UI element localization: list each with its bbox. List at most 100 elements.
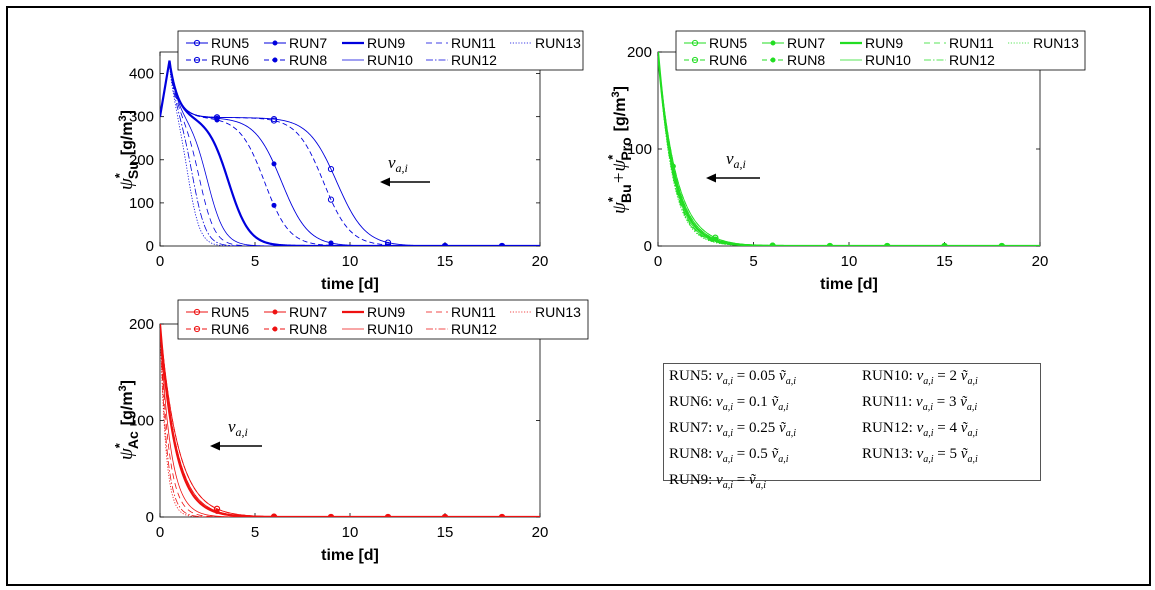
legend-label-run9: RUN9 bbox=[865, 35, 903, 51]
legend-box bbox=[177, 299, 589, 340]
marker-run8 bbox=[214, 117, 220, 123]
param-right: RUN10: va,i = 2 ṽa,i bbox=[862, 368, 978, 387]
x-tick-label: 20 bbox=[532, 253, 549, 270]
legend-label-run10: RUN10 bbox=[367, 321, 413, 337]
param-left: RUN9: va,i = ṽa,i bbox=[669, 472, 766, 491]
series-line-run11 bbox=[658, 52, 1040, 246]
curves bbox=[160, 60, 540, 246]
series-line-run6 bbox=[160, 60, 540, 246]
series-line-run6 bbox=[160, 324, 540, 517]
x-tick-label: 20 bbox=[1032, 253, 1049, 270]
series-line-run9 bbox=[658, 52, 1040, 246]
series-line-run5 bbox=[658, 52, 1040, 246]
series-line-run8 bbox=[160, 60, 540, 246]
series-line-run13 bbox=[160, 60, 540, 246]
legend-label-run13: RUN13 bbox=[535, 35, 581, 51]
param-row: RUN7: va,i = 0.25 ṽa,i RUN12: va,i = 4 ṽa… bbox=[669, 418, 1040, 444]
y-tick-label: 0 bbox=[644, 238, 652, 255]
direction-arrow: va,i bbox=[380, 153, 430, 187]
x-tick-label: 10 bbox=[342, 524, 359, 541]
param-row: RUN8: va,i = 0.5 ṽa,i RUN13: va,i = 5 ṽa,… bbox=[669, 444, 1040, 470]
legend-label-run8: RUN8 bbox=[289, 52, 327, 68]
legend-marker-run8 bbox=[770, 57, 776, 63]
x-tick-label: 20 bbox=[532, 524, 549, 541]
legend-marker-run8 bbox=[272, 326, 278, 332]
legend: RUN5 RUN7 RUN9 RUN11 RUN13 RUN6 RUN8 RUN10 RUN12 bbox=[675, 30, 1086, 71]
marker-run7 bbox=[271, 161, 277, 167]
series-line-run7 bbox=[160, 324, 540, 517]
legend-label-run8: RUN8 bbox=[787, 52, 825, 68]
y-tick-label: 100 bbox=[129, 413, 154, 430]
arrow-label: va,i bbox=[228, 417, 248, 439]
x-tick-label: 0 bbox=[654, 253, 662, 270]
series-line-run7 bbox=[658, 52, 1040, 246]
legend-label-run9: RUN9 bbox=[367, 35, 405, 51]
param-left: RUN6: va,i = 0.1 ṽa,i bbox=[669, 394, 789, 413]
y-tick-label: 400 bbox=[129, 66, 154, 83]
param-row: RUN6: va,i = 0.1 ṽa,i RUN11: va,i = 3 ṽa,… bbox=[669, 392, 1040, 418]
x-tick-label: 10 bbox=[342, 253, 359, 270]
legend-marker-run7 bbox=[272, 40, 278, 46]
legend-label-run12: RUN12 bbox=[949, 52, 995, 68]
param-left: RUN7: va,i = 0.25 ṽa,i bbox=[669, 420, 796, 439]
legend-label-run7: RUN7 bbox=[787, 35, 825, 51]
marker-run8 bbox=[271, 202, 277, 208]
legend-box bbox=[675, 30, 1086, 71]
arrow-head bbox=[706, 173, 716, 183]
legend-marker-run7 bbox=[770, 40, 776, 46]
series-line-run10 bbox=[160, 60, 540, 246]
arrow-head bbox=[380, 177, 390, 187]
legend-marker-run7 bbox=[272, 309, 278, 315]
param-right: RUN12: va,i = 4 ṽa,i bbox=[862, 420, 978, 439]
marker-run6 bbox=[441, 513, 449, 517]
series-line-run12 bbox=[160, 324, 540, 517]
legend-label-run6: RUN6 bbox=[211, 52, 249, 68]
legend-marker-run8 bbox=[272, 57, 278, 63]
x-tick-label: 15 bbox=[437, 524, 454, 541]
y-tick-label: 300 bbox=[129, 109, 154, 126]
x-axis-label: time [d] bbox=[321, 276, 379, 293]
x-tick-label: 0 bbox=[156, 253, 164, 270]
series-line-run5 bbox=[160, 324, 540, 517]
marker-run6 bbox=[327, 196, 335, 203]
marker-run6 bbox=[270, 117, 278, 124]
x-tick-label: 10 bbox=[841, 253, 858, 270]
direction-arrow: va,i bbox=[706, 149, 760, 183]
legend: RUN5 RUN7 RUN9 RUN11 RUN13 RUN6 RUN8 RUN10 RUN12 bbox=[177, 299, 589, 340]
x-tick-label: 5 bbox=[251, 524, 259, 541]
legend-label-run6: RUN6 bbox=[211, 321, 249, 337]
arrow-label: va,i bbox=[388, 153, 408, 175]
y-axis-label: ψ*Bu+ψ*Pro[g/m3] bbox=[605, 86, 634, 214]
series-line-run10 bbox=[160, 324, 540, 517]
x-tick-label: 5 bbox=[749, 253, 757, 270]
legend-marker-run6 bbox=[193, 56, 201, 64]
series-line-run8 bbox=[160, 324, 540, 517]
y-tick-label: 200 bbox=[129, 152, 154, 169]
series-line-run5 bbox=[160, 60, 540, 246]
legend-label-run12: RUN12 bbox=[451, 52, 497, 68]
y-tick-label: 100 bbox=[627, 141, 652, 158]
legend-label-run13: RUN13 bbox=[535, 304, 581, 320]
legend-label-run8: RUN8 bbox=[289, 321, 327, 337]
legend-label-run5: RUN5 bbox=[709, 35, 747, 51]
series-line-run9 bbox=[160, 60, 540, 246]
legend-label-run11: RUN11 bbox=[451, 304, 496, 320]
figure-frame bbox=[6, 6, 1151, 586]
legend-label-run7: RUN7 bbox=[289, 304, 327, 320]
legend-label-run11: RUN11 bbox=[949, 35, 994, 51]
legend-marker-run6 bbox=[193, 325, 201, 333]
legend-label-run5: RUN5 bbox=[211, 35, 249, 51]
legend-label-run10: RUN10 bbox=[367, 52, 413, 68]
series-line-run13 bbox=[160, 324, 540, 517]
legend-marker-run5 bbox=[193, 308, 201, 316]
y-axis-label: ψ*Ac[g/m3] bbox=[112, 380, 141, 460]
series-line-run7 bbox=[160, 60, 540, 246]
series-line-run11 bbox=[160, 60, 540, 246]
x-tick-label: 5 bbox=[251, 253, 259, 270]
x-axis-label: time [d] bbox=[321, 547, 379, 564]
param-row: RUN5: va,i = 0.05 ṽa,i RUN10: va,i = 2 ṽa… bbox=[669, 366, 1040, 392]
series-line-run8 bbox=[658, 52, 1040, 246]
y-tick-label: 100 bbox=[129, 195, 154, 212]
